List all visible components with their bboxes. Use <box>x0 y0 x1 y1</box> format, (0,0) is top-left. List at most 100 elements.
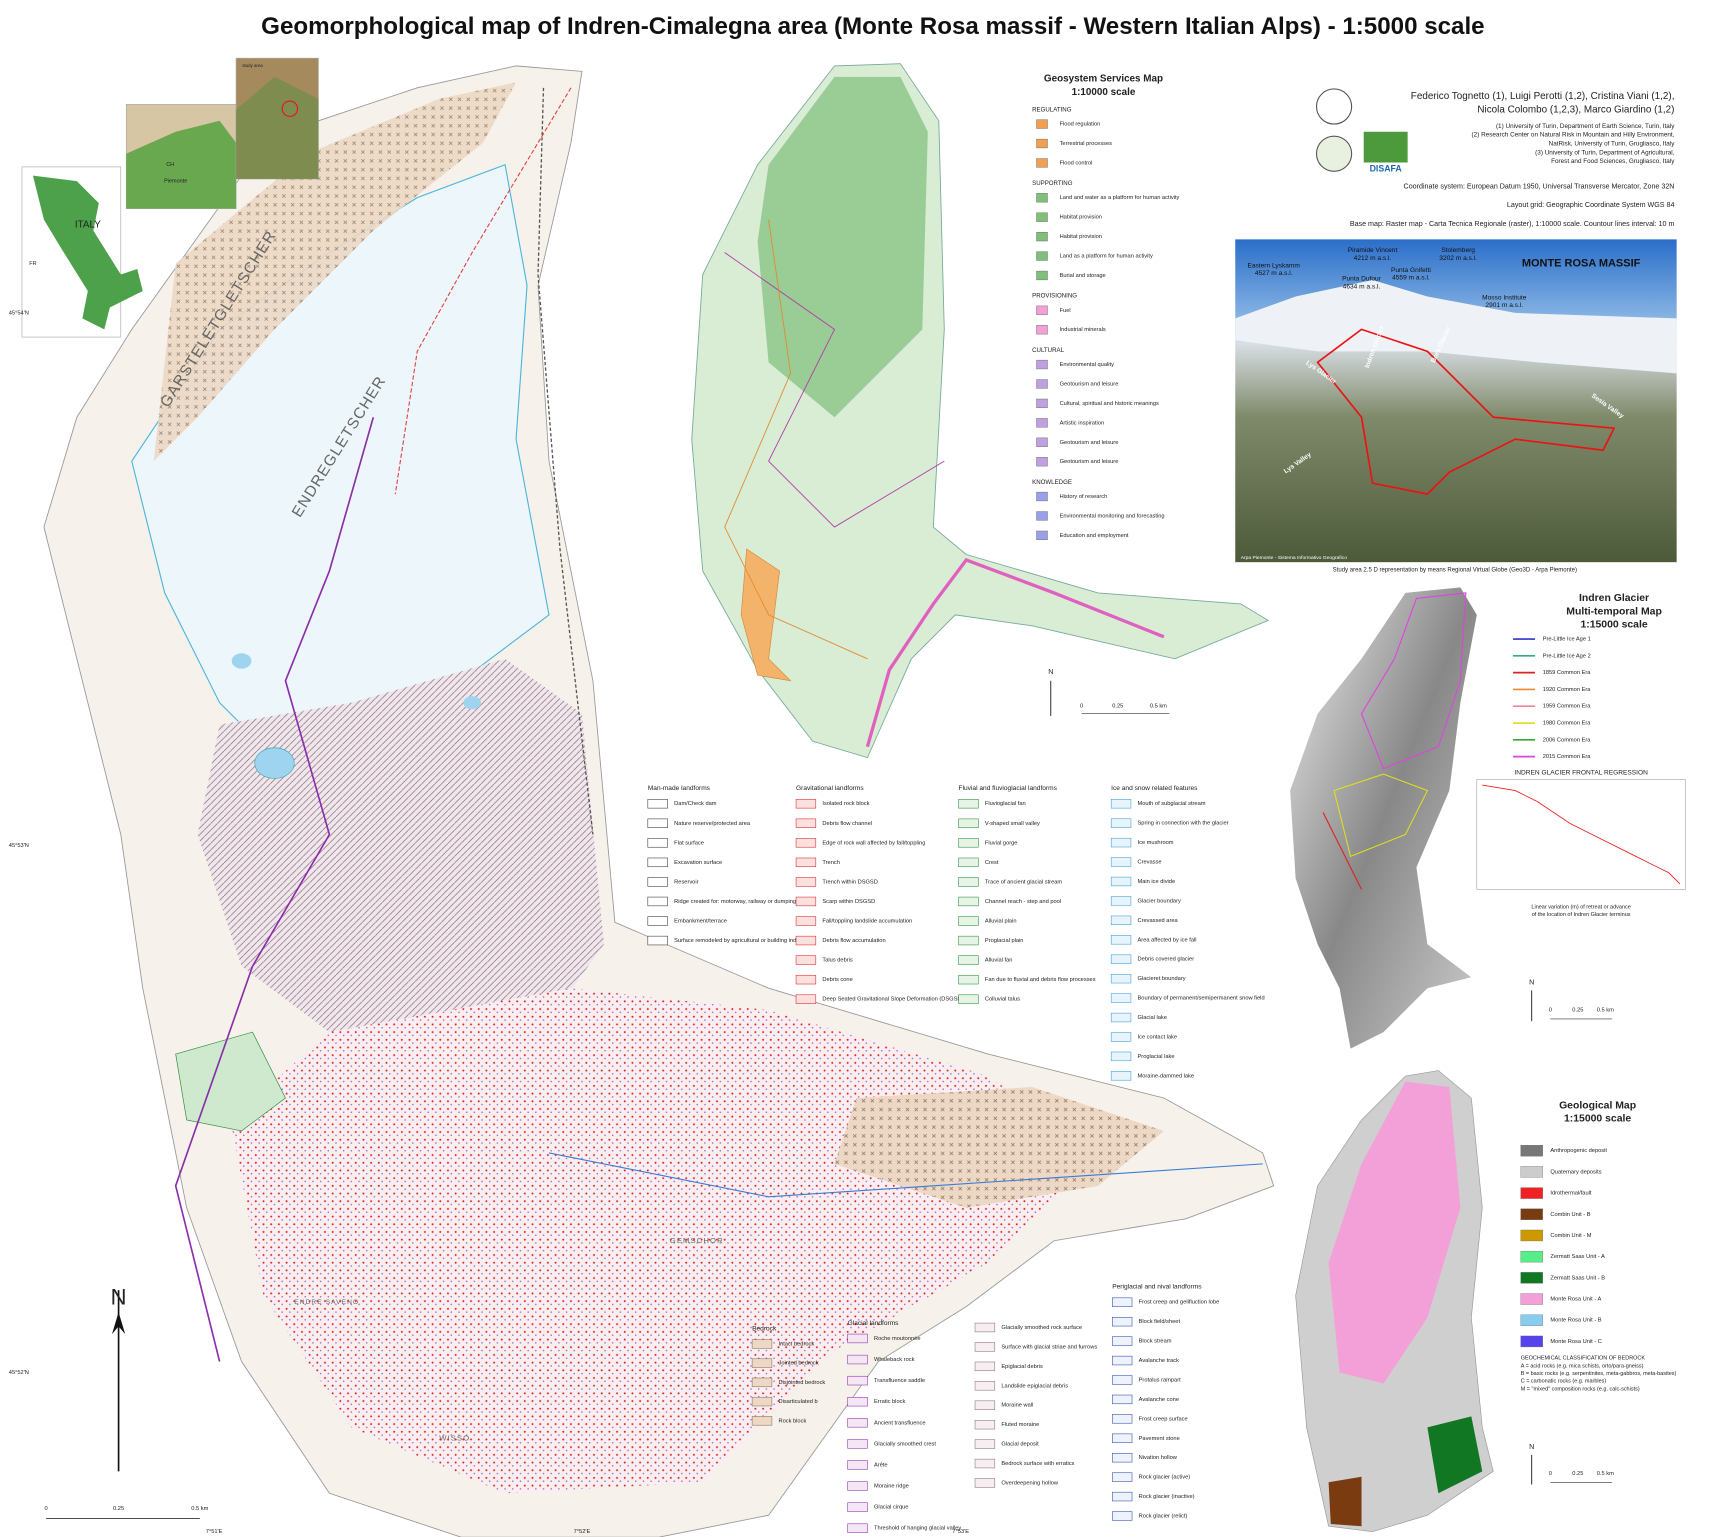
legend-symbol <box>1111 1297 1133 1307</box>
legend-item: Reservoir <box>674 879 698 885</box>
legend-symbol <box>1111 1453 1133 1463</box>
legend-symbol <box>647 857 668 868</box>
inset-maps <box>21 57 319 338</box>
affiliation: (3) University of Turin, Department of A… <box>1535 149 1674 156</box>
legend-item: Trench <box>822 860 840 866</box>
flood-control-area <box>740 548 792 682</box>
legend-symbol <box>1036 232 1048 242</box>
legend-symbol <box>1036 398 1048 409</box>
legend-symbol <box>1111 1511 1133 1521</box>
legend-symbol <box>1111 1375 1133 1385</box>
peak-label: Stolemberg <box>1441 247 1475 254</box>
legend-section-title: Glacial landforms <box>848 1320 900 1327</box>
legend-symbol <box>958 877 979 887</box>
scalebar-label: 0 <box>1080 704 1083 710</box>
logo <box>1315 135 1353 172</box>
legend-item: Dam/Check dam <box>674 801 717 807</box>
lake <box>463 696 481 710</box>
legend-swatch <box>1520 1314 1543 1326</box>
place-label: GEMSCHOR <box>670 1236 724 1245</box>
legend-item: Nivation hollow <box>1139 1455 1178 1461</box>
lon-label: 7°52'E <box>574 1529 591 1535</box>
legend-label: 1859 Common Era <box>1543 670 1592 676</box>
3d-view <box>1235 239 1677 563</box>
legend-symbol <box>847 1460 868 1470</box>
legend-symbol <box>795 974 817 985</box>
logo-text: DISAFA <box>1370 163 1403 173</box>
legend-symbol <box>647 896 668 907</box>
legend-symbol <box>847 1523 868 1533</box>
legend-item: Frost creep and gelifluction lobe <box>1139 1300 1220 1306</box>
legend-symbol <box>1036 193 1048 203</box>
legend-symbol <box>974 1478 996 1488</box>
legend-symbol <box>751 1339 773 1349</box>
legend-item: Surface remodeled by agricultural or bui… <box>674 938 809 944</box>
geosystem-map <box>691 63 1270 759</box>
lake <box>231 653 252 669</box>
legend-item: Crest <box>985 860 999 866</box>
geosystem-item: Geotourism and leisure <box>1060 459 1119 465</box>
geosystem-item: History of research <box>1060 494 1108 500</box>
geosystem-group: KNOWLEDGE <box>1032 479 1072 486</box>
geosystem-item: Terrestrial processes <box>1060 141 1113 147</box>
legend-item: Protalus rampart <box>1139 1377 1181 1383</box>
moraine-ridge <box>174 417 375 1362</box>
legend-item: Ice contact lake <box>1138 1034 1178 1040</box>
legend-symbol <box>1036 437 1048 447</box>
legend-item: Debris flow accumulation <box>822 938 885 944</box>
legend-symbol <box>1036 119 1048 129</box>
main-map <box>21 57 1275 1537</box>
geosystem-item: Environmental monitoring and forecasting <box>1060 513 1165 519</box>
legend-symbol <box>751 1396 773 1407</box>
geosystem-item: Burial and storage <box>1060 273 1106 279</box>
north-label: N <box>111 1285 127 1310</box>
legend-label: 1959 Common Era <box>1543 704 1592 710</box>
geosystem-item: Habitat provision <box>1060 215 1102 221</box>
legend-symbol <box>1036 270 1048 281</box>
legend-item: Deep Seated Gravitational Slope Deformat… <box>822 997 963 1003</box>
legend-item: Frost creep surface <box>1139 1416 1188 1422</box>
geological-map <box>1295 1070 1494 1533</box>
bedrock-area <box>834 1087 1164 1208</box>
north-label: N <box>1529 979 1534 987</box>
north-arrow-head <box>111 1312 126 1335</box>
combin-unit-b <box>1328 1476 1362 1527</box>
legend-symbol <box>974 1342 996 1352</box>
legend-symbol <box>795 838 817 848</box>
legend-item: Glacier boundary <box>1138 898 1181 904</box>
legend-item: Glacieret boundary <box>1138 976 1186 982</box>
legend-symbol <box>751 1416 773 1426</box>
map-info: Layout grid: Geographic Coordinate Syste… <box>1507 201 1675 209</box>
legend-label: Monte Rosa Unit - C <box>1550 1339 1602 1345</box>
legend-item: Glacially smoothed rock surface <box>1001 1325 1082 1331</box>
legend-symbol <box>847 1481 868 1491</box>
legend-swatch <box>1520 1145 1543 1157</box>
legend-symbol <box>795 896 817 907</box>
scalebar-label: 0 <box>1549 1471 1552 1477</box>
legend-label: Monte Rosa Unit - B <box>1550 1318 1601 1324</box>
stream <box>548 1152 1263 1198</box>
legend-symbol <box>1036 530 1048 540</box>
legend-symbol <box>1110 837 1132 848</box>
legend-symbol <box>1110 876 1132 887</box>
legend-label: Pre-Little Ice Age 2 <box>1543 653 1591 659</box>
legend-symbol <box>1110 973 1132 984</box>
peak-label: Punta Gnifetti <box>1391 267 1431 274</box>
legend-symbol <box>1111 1316 1133 1327</box>
legend-symbol <box>958 838 979 848</box>
legend-symbol <box>1111 1414 1133 1424</box>
geosystem-title: Geosystem Services Map <box>1044 74 1163 85</box>
legend-symbol <box>647 818 668 828</box>
legend-label: 1980 Common Era <box>1543 721 1592 727</box>
geology-title: Geological Map <box>1559 1100 1636 1111</box>
legend-item: Pavement stone <box>1139 1436 1180 1442</box>
logo <box>1363 131 1408 163</box>
geosystem-item: Geotourism and leisure <box>1060 440 1119 446</box>
lat-label: 45°53'N <box>9 843 29 849</box>
legend-symbol <box>795 994 817 1004</box>
legend-symbol <box>1110 1071 1132 1081</box>
chart-caption: Linear variation (m) of retreat or advan… <box>1531 904 1630 910</box>
geology-note: GEOCHEMICAL CLASSIFICATION OF BEDROCK <box>1521 1356 1646 1362</box>
